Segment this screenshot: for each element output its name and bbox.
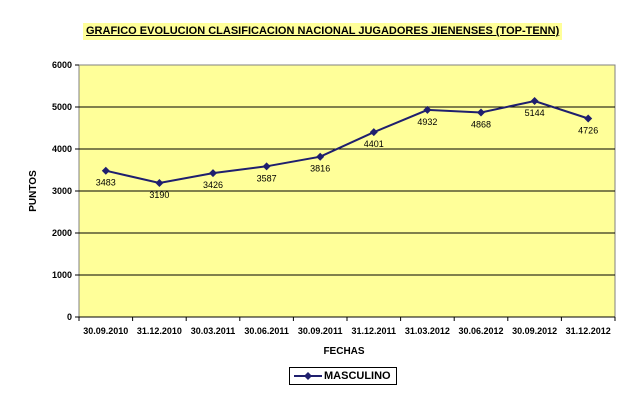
legend: MASCULINO: [289, 367, 397, 385]
y-axis-label: PUNTOS: [28, 170, 39, 212]
data-point: [262, 162, 271, 171]
x-tick-label: 30.09.2011: [298, 326, 343, 336]
series-line-masculino: [105, 99, 589, 185]
x-tick-label: 31.12.2010: [137, 326, 182, 336]
x-tick-label: 31.12.2012: [566, 326, 611, 336]
legend-label: MASCULINO: [324, 370, 391, 382]
y-tick-label: 0: [67, 312, 72, 322]
data-point: [584, 114, 593, 123]
data-label: 3587: [257, 173, 277, 183]
y-tick-label: 5000: [52, 102, 72, 112]
data-label: 4401: [364, 139, 384, 149]
x-tick-label: 31.03.2012: [405, 326, 450, 336]
x-tick-label: 30.06.2012: [458, 326, 503, 336]
data-label: 4868: [471, 120, 491, 130]
data-point: [209, 169, 217, 178]
data-label: 5144: [525, 108, 545, 118]
y-tick-label: 4000: [52, 144, 72, 154]
data-point: [316, 152, 325, 161]
x-tick-label: 31.12.2011: [352, 326, 397, 336]
legend-marker: [294, 372, 322, 380]
data-label: 4932: [417, 117, 437, 127]
x-tick-label: 30.06.2011: [244, 326, 289, 336]
data-label: 3483: [96, 178, 116, 188]
y-tick-label: 1000: [52, 270, 72, 280]
data-point: [477, 108, 485, 117]
x-axis-label: FECHAS: [323, 346, 364, 357]
chart-title: GRAFICO EVOLUCION CLASIFICACION NACIONAL…: [83, 23, 563, 40]
x-tick-label: 30.09.2012: [512, 326, 557, 336]
data-point: [101, 166, 110, 175]
x-tick-label: 30.03.2011: [191, 326, 236, 336]
data-label: 3190: [149, 190, 169, 200]
y-tick-label: 6000: [52, 60, 72, 70]
data-point: [530, 96, 539, 105]
x-tick-label: 30.09.2010: [83, 326, 128, 336]
data-point: [423, 105, 432, 114]
data-label: 3426: [203, 180, 223, 190]
data-label: 3816: [310, 164, 330, 174]
y-tick-label: 2000: [52, 228, 72, 238]
y-tick-label: 3000: [52, 186, 72, 196]
data-point: [155, 179, 164, 188]
data-point: [369, 128, 378, 137]
data-label: 4726: [578, 126, 598, 136]
